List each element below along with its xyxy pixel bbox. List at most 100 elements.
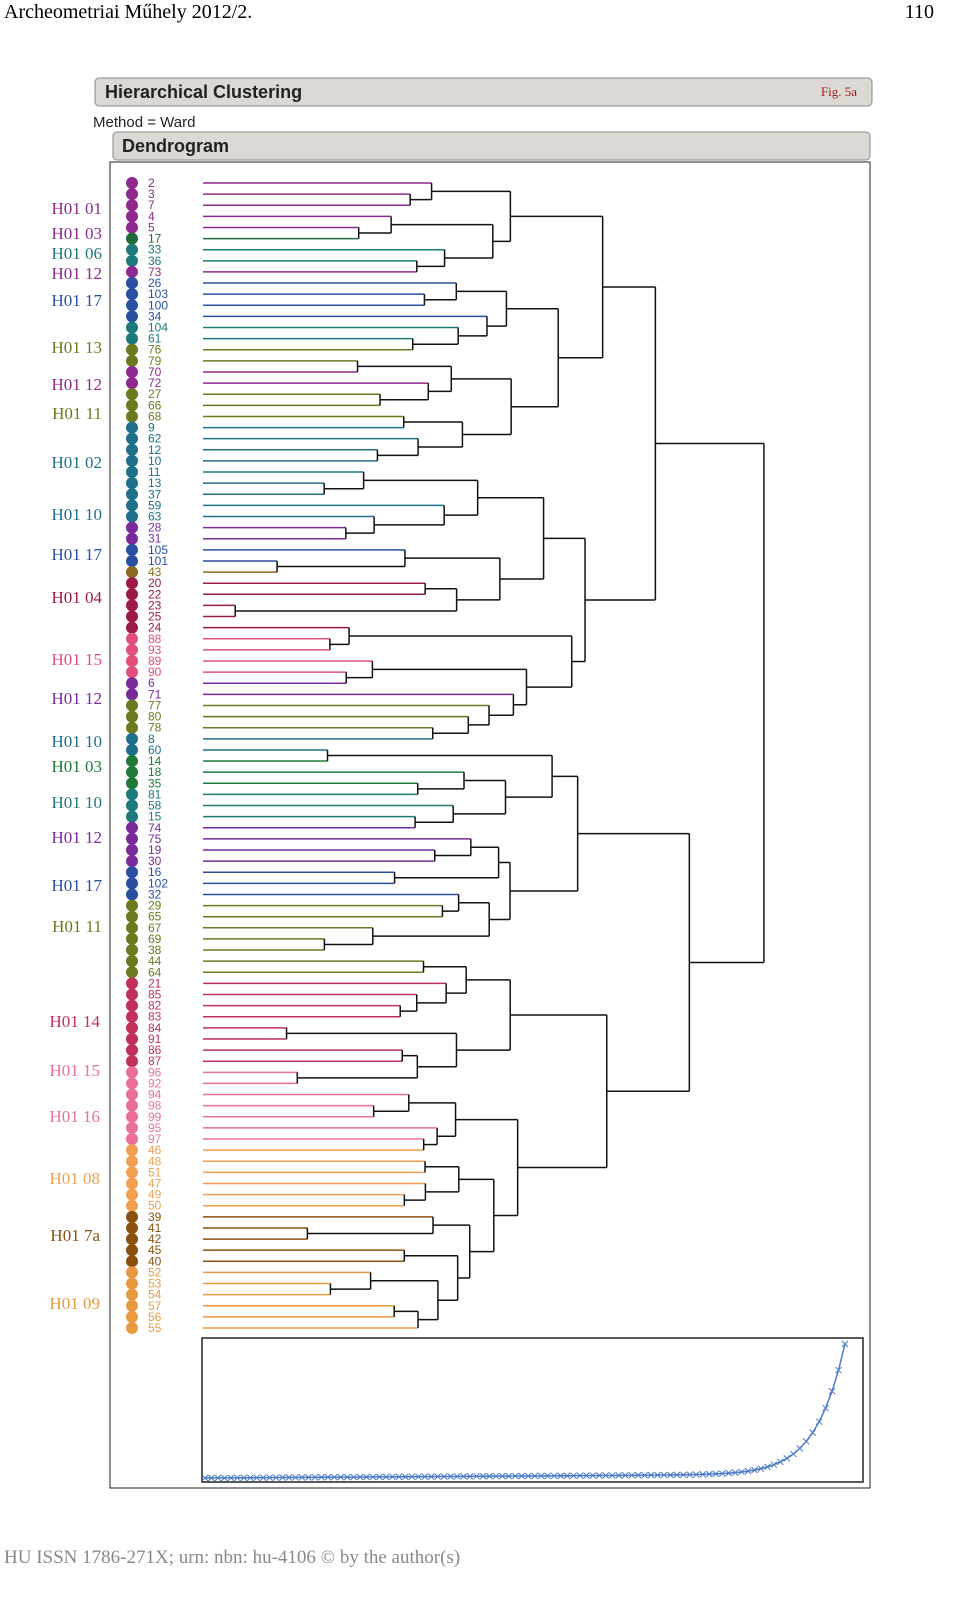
distance-cross	[744, 1467, 752, 1475]
distance-cross	[537, 1472, 545, 1480]
leaf-dot	[126, 721, 138, 734]
distance-cross	[318, 1473, 325, 1481]
leaf-label: 90	[148, 665, 162, 679]
leaf-dot	[126, 832, 138, 845]
leaf-dot	[126, 1021, 138, 1034]
group-label: H01 7a	[50, 1226, 100, 1245]
leaf-label: 52	[148, 1265, 162, 1279]
leaf-dot	[126, 1299, 138, 1312]
leaf-dot	[126, 488, 138, 501]
leaf-dot	[126, 1221, 138, 1234]
group-label: H01 17	[51, 876, 102, 895]
leaf-label: 70	[148, 365, 162, 379]
leaf-label: 16	[148, 865, 162, 879]
leaf-label: 45	[148, 1243, 162, 1257]
leaf-label: 7	[148, 198, 155, 212]
distance-cross	[809, 1429, 817, 1436]
leaf-label: 39	[148, 1210, 162, 1224]
distance-cross	[705, 1470, 713, 1478]
distance-cross	[479, 1472, 487, 1480]
leaf-dot	[126, 899, 138, 912]
distance-cross	[343, 1473, 351, 1481]
leaf-dot	[126, 655, 138, 668]
leaf-label: 25	[148, 610, 162, 624]
subtitle-bar	[112, 131, 871, 161]
leaf-label: 66	[148, 398, 162, 412]
leaf-label: 28	[148, 521, 162, 535]
leaf-label: 88	[148, 632, 162, 646]
leaf-dot	[126, 577, 138, 590]
leaf-label: 41	[148, 1221, 162, 1235]
leaf-dot	[126, 521, 138, 534]
leaf-dot	[126, 1110, 138, 1123]
distance-cross	[208, 1474, 215, 1482]
distance-cross	[583, 1472, 590, 1479]
leaf-dot	[126, 766, 138, 779]
leaf-dot	[126, 988, 138, 1001]
leaf-label: 12	[148, 443, 162, 457]
leaf-dot	[126, 743, 138, 756]
distance-cross	[576, 1472, 584, 1480]
leaf-label: 9	[148, 421, 155, 435]
distance-cross	[266, 1474, 273, 1481]
leaf-dot	[126, 177, 138, 189]
leaf-label: 97	[148, 1132, 162, 1146]
leaf-label: 69	[148, 932, 162, 946]
leaf-dot	[126, 1166, 138, 1179]
leaf-dot	[126, 788, 138, 801]
distance-cross	[492, 1472, 500, 1480]
leaf-dot	[126, 1155, 138, 1168]
group-label: H01 09	[49, 1294, 100, 1313]
leaf-label: 68	[148, 409, 162, 423]
plot-frame	[109, 161, 871, 1489]
group-label: H01 16	[49, 1107, 100, 1126]
leaf-dot	[126, 421, 138, 434]
leaf-dot	[126, 288, 138, 301]
leaf-label: 85	[148, 988, 162, 1002]
leaf-label: 46	[148, 1143, 162, 1157]
leaf-dot	[126, 432, 138, 445]
leaf-dot	[126, 610, 138, 623]
leaf-dot	[126, 410, 138, 423]
distance-cross	[453, 1473, 461, 1480]
distance-cross	[356, 1473, 364, 1481]
leaf-dot	[126, 810, 138, 823]
leaf-label: 57	[148, 1299, 162, 1313]
distance-cross	[686, 1471, 694, 1479]
leaf-dot	[126, 243, 138, 256]
distance-cross	[828, 1387, 836, 1395]
distance-cross	[227, 1474, 235, 1482]
leaf-label: 104	[148, 321, 168, 335]
distance-cross	[447, 1473, 455, 1480]
leaf-dot	[126, 1177, 138, 1190]
distance-cross	[518, 1472, 526, 1480]
leaf-label: 92	[148, 1076, 162, 1090]
distance-cross	[802, 1438, 810, 1445]
distance-cross	[363, 1473, 370, 1481]
group-label: H01 17	[51, 545, 102, 564]
leaf-label: 79	[148, 354, 162, 368]
leaf-label: 34	[148, 309, 162, 323]
distance-cross	[641, 1471, 648, 1479]
group-label: H01 12	[51, 828, 102, 847]
distance-cross	[524, 1472, 532, 1480]
leaf-label: 58	[148, 799, 162, 813]
leaf-label: 72	[148, 376, 162, 390]
leaf-label: 82	[148, 999, 162, 1013]
distance-cross	[563, 1472, 571, 1480]
distance-cross	[718, 1470, 726, 1477]
leaf-dot	[126, 910, 138, 923]
leaf-dot	[126, 232, 138, 245]
leaf-label: 51	[148, 1165, 162, 1179]
group-label: H01 03	[51, 757, 102, 776]
leaf-dot	[126, 265, 138, 278]
leaf-label: 2	[148, 176, 155, 190]
leaf-dot	[126, 1099, 138, 1112]
group-label: H01 14	[49, 1012, 100, 1031]
leaf-label: 95	[148, 1121, 162, 1135]
leaf-label: 24	[148, 621, 162, 635]
dendrogram	[203, 182, 765, 1329]
leaf-label: 36	[148, 254, 162, 268]
leaf-label: 99	[148, 1110, 162, 1124]
